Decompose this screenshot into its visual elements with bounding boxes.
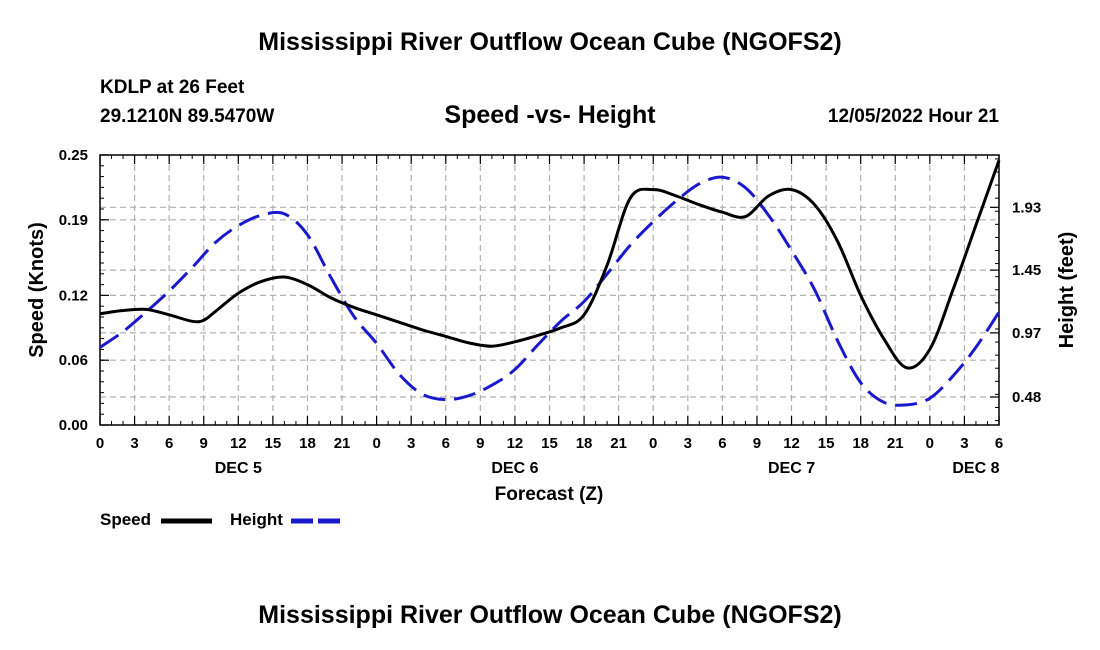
y-tick-label: 0.12	[59, 287, 88, 304]
x-tick-label: 3	[130, 435, 138, 452]
x-tick-label: 6	[995, 435, 1003, 452]
legend: Speed Height	[100, 510, 342, 529]
x-tick-label: 12	[783, 435, 800, 452]
y2-axis-title: Height (feet)	[1056, 232, 1078, 349]
y-tick-labels: 0.00 0.06 0.12 0.19 0.25	[59, 147, 88, 434]
coordinates-label: 29.1210N 89.5470W	[100, 106, 275, 127]
x-tick-label: 0	[372, 435, 380, 452]
x-tick-label: 18	[852, 435, 869, 452]
legend-speed-label: Speed	[100, 510, 151, 529]
y-tick-label: 0.25	[59, 147, 88, 164]
day-labels: DEC 5 DEC 6 DEC 7 DEC 8	[215, 460, 1000, 477]
chart-main-title: Mississippi River Outflow Ocean Cube (NG…	[258, 28, 842, 56]
x-tick-label: 15	[818, 435, 835, 452]
x-tick-label: 12	[507, 435, 524, 452]
bottom-title: Mississippi River Outflow Ocean Cube (NG…	[258, 601, 842, 629]
x-tick-label: 0	[96, 435, 104, 452]
speed-series-line	[99, 159, 1001, 370]
axis-ticks	[99, 154, 1000, 426]
y-tick-label: 0.00	[59, 417, 88, 434]
y2-tick-label: 0.97	[1012, 325, 1041, 342]
day-label: DEC 5	[215, 460, 262, 477]
chart-subtitle: Speed -vs- Height	[444, 101, 656, 129]
x-tick-label: 3	[407, 435, 415, 452]
y-tick-label: 0.19	[59, 212, 88, 229]
station-label: KDLP at 26 Feet	[100, 77, 245, 98]
x-tick-label: 15	[541, 435, 558, 452]
x-tick-label: 6	[442, 435, 450, 452]
height-series-line	[99, 175, 1001, 407]
day-label: DEC 6	[491, 460, 538, 477]
x-tick-labels: 0 3 6 9 12 15 18 21 0 3 6 9 12 15 18 21 0 3 6 9 12 15 18 21 0 3 6	[96, 435, 1003, 452]
x-tick-label: 9	[753, 435, 761, 452]
y-tick-label: 0.06	[59, 352, 88, 369]
x-tick-label: 18	[299, 435, 316, 452]
x-tick-label: 0	[926, 435, 934, 452]
y2-tick-label: 1.93	[1012, 199, 1041, 216]
legend-height-label: Height	[230, 510, 283, 529]
x-tick-label: 21	[610, 435, 627, 452]
y-axis-title: Speed (Knots)	[26, 222, 48, 358]
x-tick-label: 6	[718, 435, 726, 452]
day-label: DEC 8	[952, 460, 999, 477]
x-tick-label: 21	[334, 435, 351, 452]
grid-lines	[100, 155, 999, 425]
x-axis-title: Forecast (Z)	[495, 484, 604, 505]
speed-height-chart: 0 3 6 9 12 15 18 21 0 3 6 9 12 15 18 21 0 3 6 9 12 15 18 21 0 3 6 …	[26, 147, 1078, 529]
y2-tick-label: 0.48	[1012, 389, 1041, 406]
x-tick-label: 9	[200, 435, 208, 452]
x-tick-label: 3	[960, 435, 968, 452]
day-label: DEC 7	[768, 460, 815, 477]
x-tick-label: 6	[165, 435, 173, 452]
forecast-datetime: 12/05/2022 Hour 21	[827, 106, 999, 127]
x-tick-label: 15	[265, 435, 282, 452]
x-tick-label: 18	[576, 435, 593, 452]
x-tick-label: 3	[684, 435, 692, 452]
x-tick-label: 21	[887, 435, 904, 452]
x-tick-label: 12	[230, 435, 247, 452]
x-tick-label: 9	[476, 435, 484, 452]
x-tick-label: 0	[649, 435, 657, 452]
y2-tick-labels: 0.48 0.97 1.45 1.93	[1012, 199, 1041, 406]
y2-tick-label: 1.45	[1012, 262, 1041, 279]
